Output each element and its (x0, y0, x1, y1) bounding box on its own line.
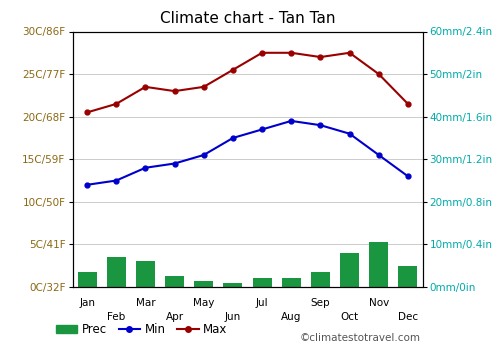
Text: Jun: Jun (225, 312, 241, 322)
Text: ©climatestotravel.com: ©climatestotravel.com (300, 333, 421, 343)
Bar (136, 261, 155, 287)
Text: Aug: Aug (281, 312, 301, 322)
Text: Mar: Mar (136, 298, 155, 308)
Text: Dec: Dec (398, 312, 418, 322)
Text: Jan: Jan (79, 298, 95, 308)
Text: May: May (193, 298, 214, 308)
Bar (224, 283, 242, 287)
Bar (252, 279, 272, 287)
Title: Climate chart - Tan Tan: Climate chart - Tan Tan (160, 11, 335, 26)
Text: Feb: Feb (107, 312, 126, 322)
Bar (370, 242, 388, 287)
Bar (165, 276, 184, 287)
Bar (78, 272, 96, 287)
Bar (311, 272, 330, 287)
Bar (194, 281, 213, 287)
Bar (282, 279, 300, 287)
Legend: Prec, Min, Max: Prec, Min, Max (51, 318, 233, 341)
Text: Sep: Sep (310, 298, 330, 308)
Text: Oct: Oct (340, 312, 358, 322)
Bar (107, 257, 126, 287)
Bar (340, 253, 359, 287)
Text: Nov: Nov (368, 298, 389, 308)
Text: Jul: Jul (256, 298, 268, 308)
Text: Apr: Apr (166, 312, 184, 322)
Bar (398, 266, 417, 287)
